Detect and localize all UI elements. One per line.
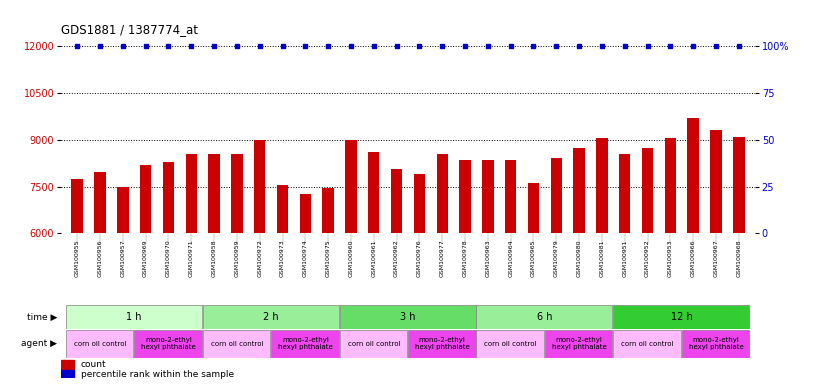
- Bar: [477, 330, 544, 358]
- Text: GSM100979: GSM100979: [554, 239, 559, 277]
- Bar: [277, 185, 288, 233]
- Text: 1 h: 1 h: [126, 312, 142, 322]
- Bar: [391, 169, 402, 233]
- Text: GSM100956: GSM100956: [97, 239, 103, 276]
- Text: GSM100960: GSM100960: [348, 239, 353, 276]
- Bar: [61, 360, 73, 369]
- Text: GSM100965: GSM100965: [531, 239, 536, 276]
- Bar: [231, 154, 242, 233]
- Bar: [505, 160, 517, 233]
- Text: GSM100957: GSM100957: [120, 239, 126, 276]
- Text: corn oil control: corn oil control: [621, 341, 674, 347]
- Bar: [437, 154, 448, 233]
- Text: 2 h: 2 h: [264, 312, 279, 322]
- Bar: [66, 330, 133, 358]
- Bar: [339, 330, 407, 358]
- Bar: [140, 165, 151, 233]
- Bar: [733, 137, 744, 233]
- Bar: [162, 162, 174, 233]
- Bar: [614, 305, 749, 329]
- Text: 6 h: 6 h: [537, 312, 552, 322]
- Text: mono-2-ethyl
hexyl phthalate: mono-2-ethyl hexyl phthalate: [141, 337, 196, 350]
- Text: GSM100963: GSM100963: [486, 239, 490, 276]
- Bar: [208, 154, 220, 233]
- Text: corn oil control: corn oil control: [211, 341, 263, 347]
- Bar: [271, 330, 339, 358]
- Text: GSM100953: GSM100953: [667, 239, 673, 276]
- Bar: [185, 154, 197, 233]
- Bar: [61, 370, 73, 379]
- Bar: [368, 152, 379, 233]
- Bar: [688, 118, 698, 233]
- Bar: [665, 138, 676, 233]
- Text: GSM100958: GSM100958: [211, 239, 216, 276]
- Text: GSM100959: GSM100959: [234, 239, 239, 276]
- Text: mono-2-ethyl
hexyl phthalate: mono-2-ethyl hexyl phthalate: [278, 337, 333, 350]
- Bar: [545, 330, 613, 358]
- Bar: [118, 187, 128, 233]
- Text: time ▶: time ▶: [27, 313, 57, 321]
- Text: mono-2-ethyl
hexyl phthalate: mono-2-ethyl hexyl phthalate: [415, 337, 469, 350]
- Bar: [134, 330, 202, 358]
- Text: GSM100955: GSM100955: [75, 239, 80, 276]
- Bar: [482, 160, 494, 233]
- Text: GSM100978: GSM100978: [463, 239, 468, 276]
- Bar: [528, 184, 539, 233]
- Text: GSM100964: GSM100964: [508, 239, 513, 276]
- Text: GSM100967: GSM100967: [713, 239, 719, 276]
- Text: GSM100976: GSM100976: [417, 239, 422, 276]
- Text: mono-2-ethyl
hexyl phthalate: mono-2-ethyl hexyl phthalate: [552, 337, 606, 350]
- Bar: [72, 179, 83, 233]
- Text: mono-2-ethyl
hexyl phthalate: mono-2-ethyl hexyl phthalate: [689, 337, 743, 350]
- Bar: [408, 330, 476, 358]
- Text: GSM100951: GSM100951: [623, 239, 628, 276]
- Text: corn oil control: corn oil control: [73, 341, 126, 347]
- Text: GSM100969: GSM100969: [143, 239, 149, 276]
- Bar: [299, 194, 311, 233]
- Bar: [619, 154, 631, 233]
- Text: GDS1881 / 1387774_at: GDS1881 / 1387774_at: [61, 23, 198, 36]
- Text: percentile rank within the sample: percentile rank within the sample: [81, 370, 233, 379]
- Bar: [459, 160, 471, 233]
- Bar: [614, 330, 681, 358]
- Bar: [66, 305, 202, 329]
- Text: GSM100952: GSM100952: [645, 239, 650, 276]
- Text: GSM100971: GSM100971: [188, 239, 193, 276]
- Text: GSM100980: GSM100980: [577, 239, 582, 276]
- Bar: [254, 140, 265, 233]
- Text: GSM100968: GSM100968: [736, 239, 741, 276]
- Bar: [477, 305, 613, 329]
- Text: count: count: [81, 360, 106, 369]
- Bar: [710, 130, 721, 233]
- Text: 12 h: 12 h: [671, 312, 693, 322]
- Text: GSM100977: GSM100977: [440, 239, 445, 277]
- Bar: [574, 147, 585, 233]
- Text: GSM100966: GSM100966: [690, 239, 696, 276]
- Text: GSM100961: GSM100961: [371, 239, 376, 276]
- Bar: [345, 140, 357, 233]
- Bar: [682, 330, 749, 358]
- Text: GSM100975: GSM100975: [326, 239, 330, 276]
- Text: agent ▶: agent ▶: [21, 339, 57, 348]
- Text: GSM100974: GSM100974: [303, 239, 308, 277]
- Bar: [322, 188, 334, 233]
- Bar: [95, 172, 106, 233]
- Text: GSM100972: GSM100972: [257, 239, 262, 277]
- Text: 3 h: 3 h: [401, 312, 415, 322]
- Text: GSM100962: GSM100962: [394, 239, 399, 276]
- Bar: [551, 159, 562, 233]
- Bar: [202, 330, 270, 358]
- Bar: [642, 147, 654, 233]
- Bar: [202, 305, 339, 329]
- Text: corn oil control: corn oil control: [485, 341, 537, 347]
- Bar: [596, 138, 608, 233]
- Text: corn oil control: corn oil control: [348, 341, 400, 347]
- Text: GSM100973: GSM100973: [280, 239, 285, 277]
- Text: GSM100970: GSM100970: [166, 239, 171, 276]
- Bar: [339, 305, 476, 329]
- Text: GSM100981: GSM100981: [600, 239, 605, 276]
- Bar: [414, 174, 425, 233]
